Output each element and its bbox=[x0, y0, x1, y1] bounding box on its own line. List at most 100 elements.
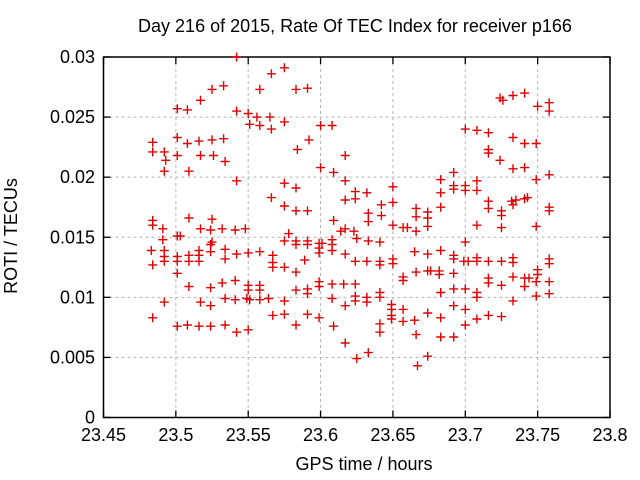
scatter-point bbox=[184, 256, 194, 266]
scatter-point bbox=[497, 256, 506, 266]
scatter-point bbox=[339, 279, 349, 289]
scatter-point bbox=[531, 139, 541, 148]
scatter-point bbox=[472, 314, 482, 324]
scatter-point bbox=[159, 166, 169, 176]
scatter-point bbox=[232, 176, 242, 186]
scatter-point bbox=[220, 157, 230, 166]
scatter-point bbox=[243, 248, 253, 258]
scatter-point bbox=[411, 203, 421, 213]
chart-title: Day 216 of 2015, Rate Of TEC Index for r… bbox=[138, 16, 572, 36]
scatter-point bbox=[148, 220, 158, 230]
scatter-point bbox=[232, 327, 242, 337]
scatter-point bbox=[196, 95, 205, 105]
scatter-point bbox=[207, 214, 217, 224]
scatter-point bbox=[196, 297, 205, 307]
scatter-point bbox=[182, 105, 192, 115]
scatter-point bbox=[279, 117, 289, 127]
scatter-point bbox=[268, 310, 278, 320]
x-tick-label: 23.7 bbox=[448, 425, 483, 445]
scatter-point bbox=[316, 163, 326, 173]
scatter-point bbox=[387, 314, 396, 324]
y-tick-label: 0.01 bbox=[60, 287, 95, 307]
scatter-point bbox=[449, 167, 459, 177]
scatter-point bbox=[291, 267, 301, 277]
scatter-point bbox=[217, 278, 227, 288]
scatter-point bbox=[327, 246, 337, 255]
scatter-point bbox=[245, 119, 255, 129]
scatter-point bbox=[219, 134, 229, 144]
scatter-point bbox=[327, 121, 337, 130]
scatter-point bbox=[207, 135, 217, 145]
scatter-point bbox=[508, 200, 518, 210]
x-tick-label: 23.6 bbox=[303, 425, 338, 445]
scatter-point bbox=[544, 259, 554, 269]
y-tick-label: 0.015 bbox=[50, 227, 95, 247]
scatter-point bbox=[340, 301, 350, 311]
scatter-point bbox=[314, 248, 324, 258]
scatter-point bbox=[410, 247, 420, 257]
scatter-point bbox=[362, 256, 372, 266]
scatter-point bbox=[243, 325, 253, 335]
scatter-point bbox=[436, 313, 446, 323]
scatter-point bbox=[472, 292, 482, 302]
scatter-point bbox=[375, 327, 385, 337]
scatter-point bbox=[460, 320, 470, 330]
scatter-point bbox=[363, 217, 373, 227]
scatter-point bbox=[449, 184, 459, 194]
scatter-point-layer bbox=[146, 52, 554, 371]
scatter-point bbox=[255, 295, 265, 305]
scatter-point bbox=[230, 295, 240, 305]
scatter-point bbox=[184, 213, 194, 223]
scatter-point bbox=[460, 284, 470, 294]
scatter-point bbox=[508, 272, 518, 282]
x-tick-label: 23.75 bbox=[515, 425, 560, 445]
scatter-point bbox=[449, 284, 459, 294]
y-tick-label: 0.005 bbox=[50, 347, 95, 367]
scatter-point bbox=[388, 259, 398, 269]
scatter-point bbox=[264, 294, 273, 303]
scatter-point bbox=[291, 285, 301, 295]
scatter-point bbox=[544, 170, 554, 180]
scatter-point bbox=[363, 348, 373, 358]
scatter-point bbox=[172, 268, 182, 278]
scatter-point bbox=[349, 226, 359, 236]
scatter-point bbox=[376, 211, 386, 221]
scatter-point bbox=[497, 312, 506, 322]
scatter-point bbox=[533, 101, 543, 111]
scatter-point bbox=[340, 176, 350, 186]
scatter-point bbox=[172, 151, 182, 160]
scatter-point bbox=[220, 244, 230, 254]
scatter-point bbox=[436, 288, 446, 297]
scatter-point bbox=[206, 301, 216, 311]
scatter-point bbox=[207, 84, 217, 94]
scatter-point bbox=[426, 266, 436, 276]
scatter-point bbox=[206, 247, 216, 257]
scatter-point bbox=[206, 283, 216, 293]
scatter-point bbox=[175, 231, 185, 241]
scatter-point bbox=[245, 295, 255, 305]
scatter-point bbox=[436, 246, 446, 255]
scatter-point bbox=[146, 246, 156, 255]
scatter-point bbox=[497, 211, 506, 221]
scatter-point bbox=[303, 206, 312, 216]
scatter-point bbox=[449, 332, 459, 342]
scatter-point bbox=[350, 194, 360, 204]
scatter-point bbox=[375, 237, 385, 247]
scatter-point bbox=[544, 106, 554, 116]
scatter-point bbox=[508, 164, 518, 174]
scatter-point bbox=[410, 315, 420, 325]
y-axis-label: ROTI / TECUs bbox=[1, 178, 21, 294]
scatter-point bbox=[411, 330, 421, 340]
scatter-point bbox=[350, 256, 360, 266]
scatter-point bbox=[483, 203, 493, 213]
scatter-point bbox=[411, 267, 421, 277]
scatter-point bbox=[279, 236, 289, 246]
scatter-point bbox=[520, 139, 530, 148]
scatter-point bbox=[148, 147, 158, 157]
scatter-point bbox=[388, 182, 398, 192]
scatter-point bbox=[520, 282, 530, 291]
plot-border bbox=[102, 56, 611, 419]
scatter-point bbox=[148, 137, 158, 147]
scatter-point bbox=[483, 278, 493, 288]
scatter-point bbox=[232, 249, 242, 259]
